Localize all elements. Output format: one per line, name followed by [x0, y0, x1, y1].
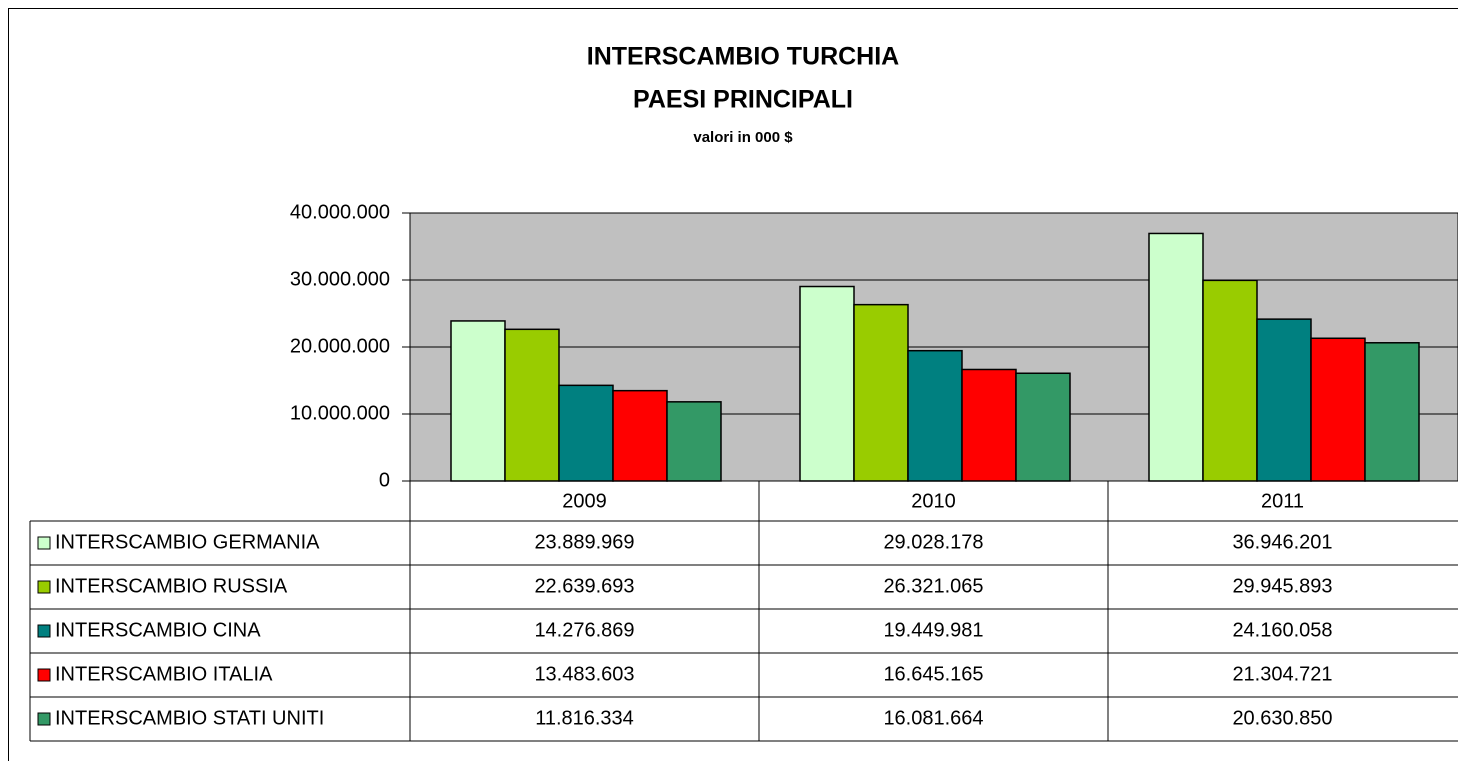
bar	[504, 328, 560, 482]
y-tick-label: 20.000.000	[290, 335, 390, 357]
table-value: 19.449.981	[883, 619, 983, 641]
bar	[961, 368, 1017, 482]
legend-swatch	[37, 536, 51, 550]
legend-swatch	[37, 712, 51, 726]
bar	[1148, 232, 1204, 482]
table-value: 16.645.165	[883, 663, 983, 685]
legend-label: INTERSCAMBIO ITALIA	[55, 663, 273, 685]
y-tick-label: 10.000.000	[290, 402, 390, 424]
x-tick-label: 2011	[1261, 490, 1304, 512]
bar	[612, 389, 668, 482]
legend-swatch	[37, 580, 51, 594]
x-tick-label: 2010	[911, 490, 956, 512]
legend-label: INTERSCAMBIO CINA	[55, 619, 261, 641]
bar	[1256, 318, 1312, 482]
table-value: 23.889.969	[534, 531, 634, 553]
table-value: 21.304.721	[1232, 663, 1332, 685]
bar	[558, 384, 614, 482]
table-value: 36.946.201	[1232, 531, 1332, 553]
legend-swatch	[37, 624, 51, 638]
table-value: 29.028.178	[883, 531, 983, 553]
bar	[1015, 372, 1071, 482]
legend-label: INTERSCAMBIO STATI UNITI	[55, 707, 324, 729]
table-value: 14.276.869	[534, 619, 634, 641]
x-tick-label: 2009	[562, 490, 607, 512]
table-value: 29.945.893	[1232, 575, 1332, 597]
legend-swatch	[37, 668, 51, 682]
y-tick-label: 40.000.000	[290, 201, 390, 223]
table-value: 24.160.058	[1232, 619, 1332, 641]
table-value: 22.639.693	[534, 575, 634, 597]
chart-title: INTERSCAMBIO TURCHIA	[587, 43, 900, 71]
bar	[450, 320, 506, 482]
bar	[853, 303, 909, 482]
bar	[907, 349, 963, 482]
table-value: 11.816.334	[535, 707, 634, 729]
chart-title: PAESI PRINCIPALI	[633, 86, 853, 114]
y-tick-label: 30.000.000	[290, 268, 390, 290]
bar	[1364, 342, 1420, 482]
bar	[1310, 337, 1366, 482]
y-tick-label: 0	[379, 469, 390, 491]
table-value: 13.483.603	[534, 663, 634, 685]
legend-label: INTERSCAMBIO GERMANIA	[55, 531, 320, 553]
bar	[666, 401, 722, 482]
legend-label: INTERSCAMBIO RUSSIA	[55, 575, 288, 597]
table-value: 16.081.664	[883, 707, 983, 729]
chart-subtitle: valori in 000 $	[693, 129, 793, 146]
table-value: 20.630.850	[1232, 707, 1332, 729]
bar	[799, 285, 855, 482]
table-value: 26.321.065	[883, 575, 983, 597]
bar	[1202, 279, 1258, 482]
